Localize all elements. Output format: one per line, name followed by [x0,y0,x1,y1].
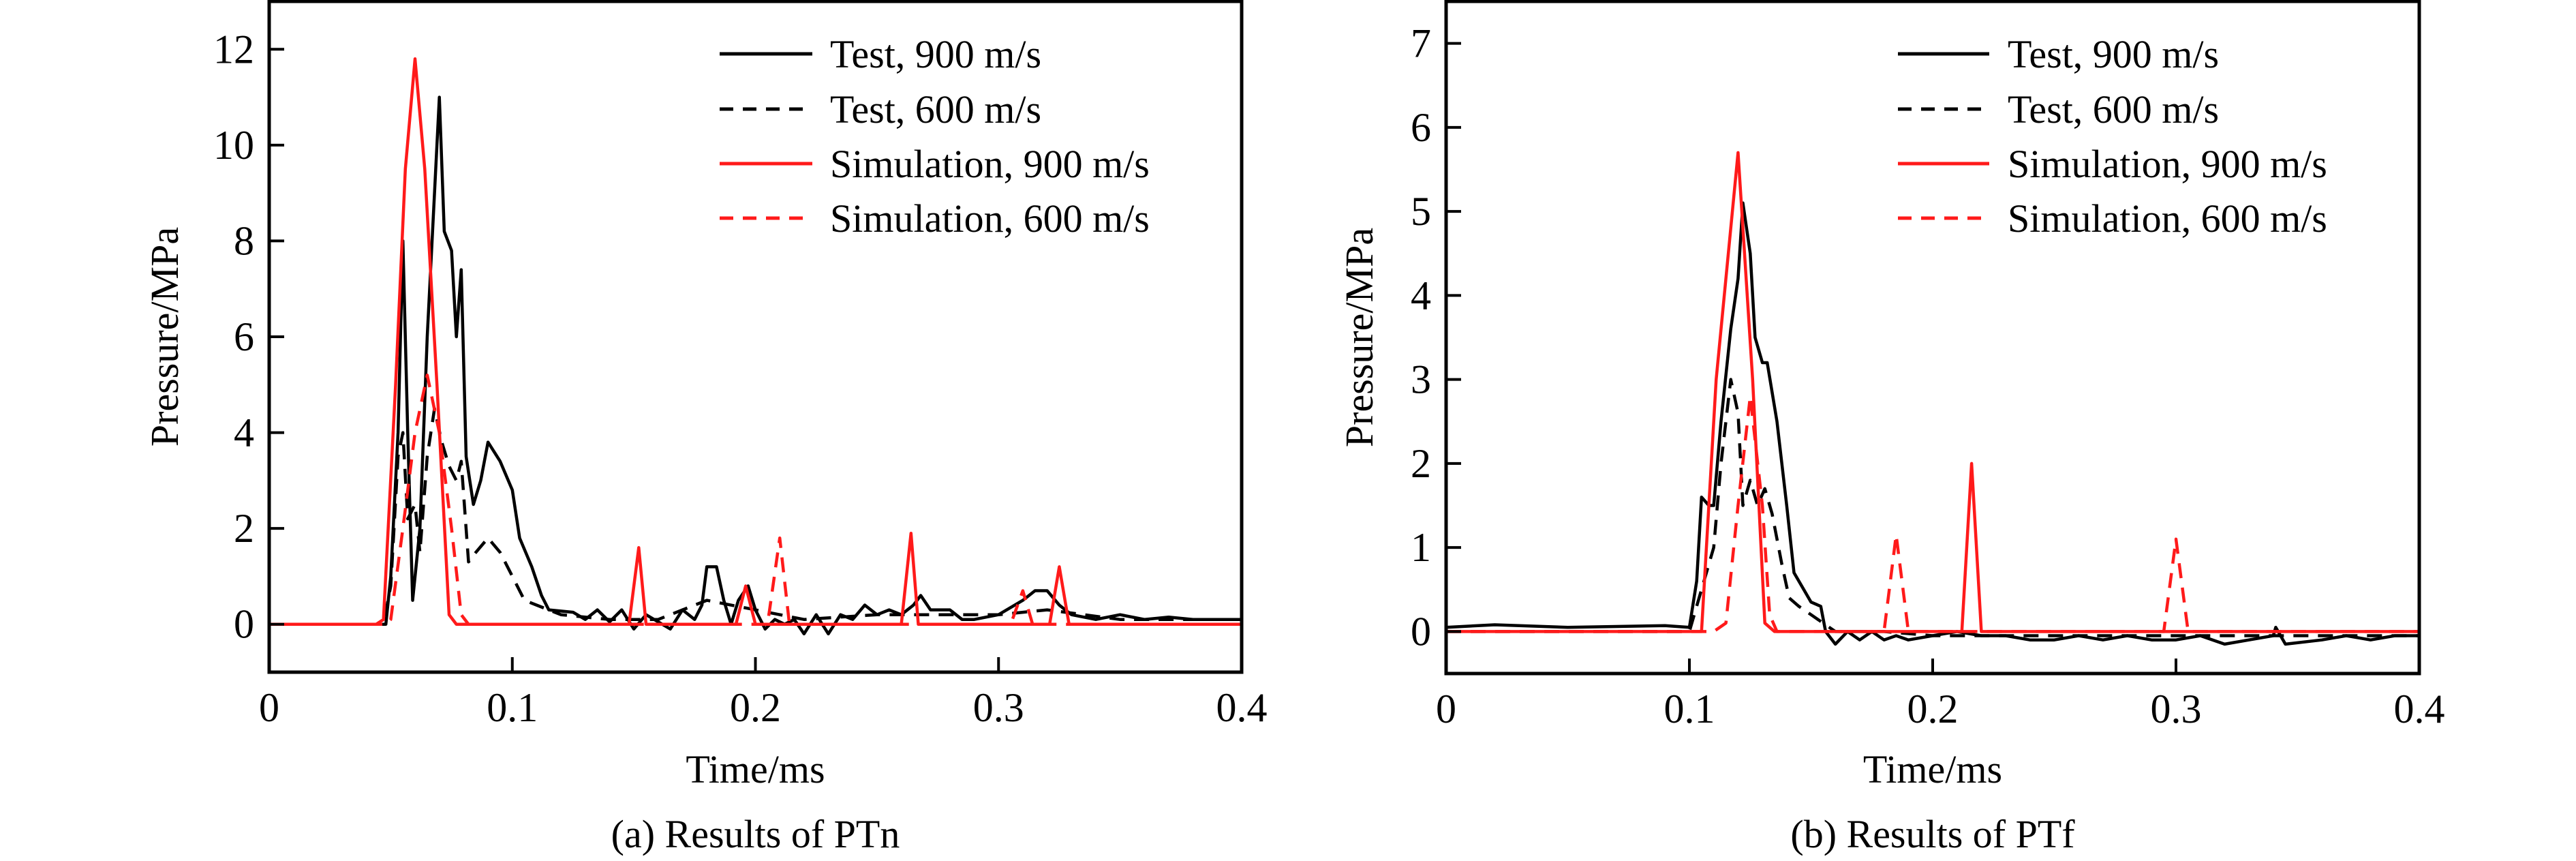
legend-label: Simulation, 600 m/s [830,196,1150,241]
y-tick-label: 0 [234,602,254,647]
y-tick-label: 7 [1411,21,1431,66]
panel-caption: (b) Results of PTf [1790,812,2075,856]
x-tick-label: 0 [259,685,279,730]
series-line-test-600-m-s [1446,378,2419,637]
x-axis-title: Time/ms [1863,747,2002,791]
series-line-simulation-900-m-s [1446,151,2419,633]
y-tick-label: 10 [213,123,254,168]
series-line-simulation-600-m-s [1446,395,2419,633]
x-tick-label: 0.3 [973,685,1024,730]
legend: Test, 900 m/s Test, 600 m/s Simulation, 90… [1898,32,2327,241]
chart-panel-a: 0 0.1 0.2 0.3 0.4 0 2 4 6 8 10 12 Time/ms Pressure/MP… [142,0,1268,856]
legend-label: Simulation, 600 m/s [2008,196,2327,241]
x-tick-label: 0.4 [2394,686,2445,731]
y-tick-label: 5 [1411,189,1431,234]
plot-frame [1444,0,2421,676]
legend-label: Simulation, 900 m/s [2008,142,2327,186]
legend-label: Test, 900 m/s [830,32,1041,76]
y-tick-label: 2 [1411,441,1431,486]
series-line-test-900-m-s [269,95,1242,636]
y-axis-title: Pressure/MPa [142,227,187,447]
y-tick-label: 0 [1411,609,1431,654]
y-tick-label: 12 [213,27,254,72]
legend-label: Test, 900 m/s [2008,32,2219,76]
legend-label: Test, 600 m/s [2008,87,2219,132]
legend-label: Simulation, 900 m/s [830,142,1150,186]
x-tick-label: 0 [1436,686,1456,731]
y-tick-label: 6 [234,314,254,359]
y-tick-label: 6 [1411,105,1431,150]
x-tick-label: 0.2 [1907,686,1959,731]
x-tick-label: 0.2 [730,685,781,730]
y-tick-label: 8 [234,218,254,263]
y-tick-label: 1 [1411,525,1431,570]
y-tick-label: 3 [1411,357,1431,402]
x-tick-label: 0.3 [2151,686,2202,731]
legend: Test, 900 m/s Test, 600 m/s Simulation, 90… [720,32,1150,241]
y-axis-title: Pressure/MPa [1337,228,1381,447]
panel-caption: (a) Results of PTn [611,812,900,856]
x-tick-label: 0.1 [487,685,538,730]
y-tick-label: 4 [234,410,254,455]
series-line-test-900-m-s [1446,201,2419,646]
series-line-simulation-600-m-s [269,373,1242,626]
x-axis-title: Time/ms [686,747,825,791]
series-line-test-600-m-s [269,407,1242,626]
x-tick-label: 0.4 [1216,685,1268,730]
y-tick-label: 4 [1411,273,1431,318]
legend-label: Test, 600 m/s [830,87,1041,132]
series-line-simulation-900-m-s [269,57,1242,626]
y-tick-label: 2 [234,506,254,551]
chart-panel-b: 0 0.1 0.2 0.3 0.4 0 1 2 3 4 5 6 7 Time/ms Pressure/MPa… [1337,0,2445,856]
x-tick-label: 0.1 [1664,686,1715,731]
